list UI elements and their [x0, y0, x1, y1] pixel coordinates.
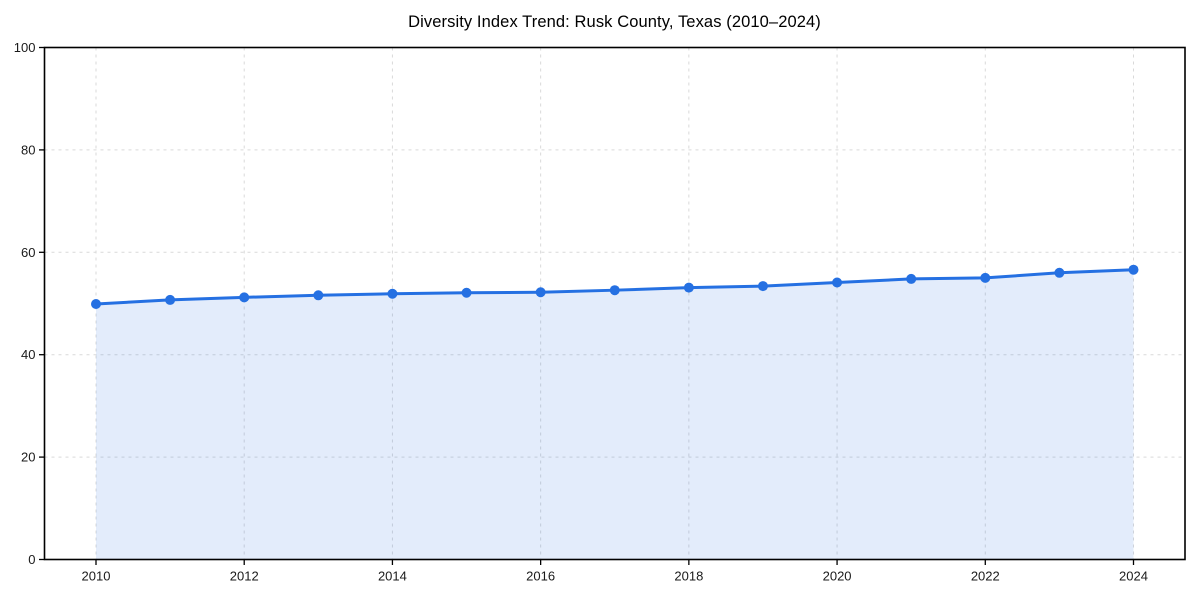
data-point-2014	[387, 288, 398, 299]
plot-border	[43, 46, 1186, 561]
data-point-2016	[535, 287, 546, 298]
data-point-2018	[683, 282, 694, 293]
x-tick-label-2020: 2020	[823, 569, 852, 584]
y-tick-label-0: 0	[28, 552, 35, 567]
data-point-2022	[980, 272, 991, 283]
data-point-2023	[1054, 267, 1065, 278]
data-point-2013	[313, 290, 324, 301]
data-point-2020	[832, 277, 843, 288]
x-tick-label-2024: 2024	[1119, 569, 1148, 584]
y-tick-label-20: 20	[21, 450, 35, 465]
area-fill	[96, 269, 1134, 560]
x-tick-label-2010: 2010	[82, 569, 111, 584]
data-point-2011	[165, 294, 176, 305]
data-point-2024	[1128, 264, 1139, 275]
data-point-2017	[609, 285, 620, 296]
y-tick-label-100: 100	[14, 40, 36, 55]
data-point-2019	[757, 281, 768, 292]
data-point-2010	[91, 299, 101, 310]
x-tick-label-2014: 2014	[378, 569, 407, 584]
y-tick-label-80: 80	[21, 142, 35, 157]
chart-title: Diversity Index Trend: Rusk County, Texa…	[408, 13, 821, 31]
data-point-2015	[461, 287, 472, 298]
x-tick-label-2012: 2012	[230, 569, 259, 584]
x-tick-label-2022: 2022	[971, 569, 1000, 584]
data-point-2021	[906, 273, 917, 284]
x-tick-label-2018: 2018	[674, 569, 703, 584]
y-tick-label-60: 60	[21, 245, 35, 260]
x-tick-label-2016: 2016	[526, 569, 555, 584]
data-point-2012	[239, 292, 250, 303]
y-tick-label-40: 40	[21, 347, 35, 362]
